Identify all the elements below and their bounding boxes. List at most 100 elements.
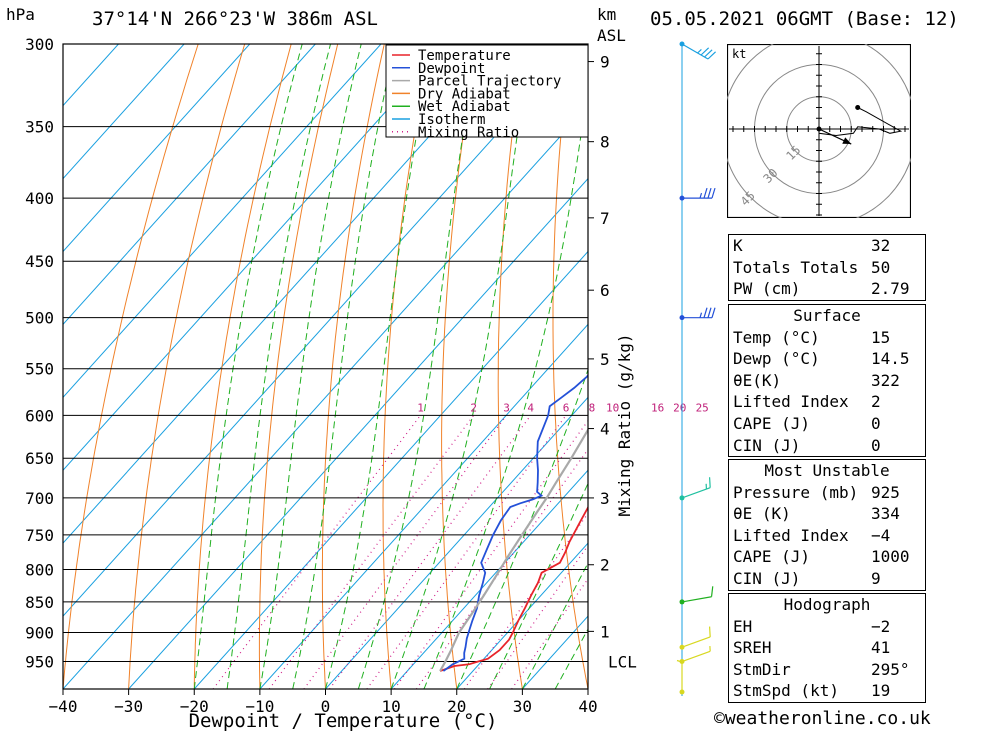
wind-barb: [681, 626, 711, 648]
wet-adiabat-line: [193, 44, 303, 689]
mixing-ratio-label: 10: [606, 401, 619, 414]
isotherm-line: [63, 44, 119, 107]
storm-speed-row: StmSpd (kt) 19: [733, 681, 891, 701]
x-tick-label: 0: [321, 697, 331, 716]
x-tick-label: 20: [447, 697, 466, 716]
most-unstable-table: Most Unstable Pressure (mb) 925 θE (K) 334…: [728, 459, 926, 591]
mixing-ratio-label: 6: [563, 401, 570, 414]
dry-adiabat-line: [63, 44, 199, 689]
wind-barb: [681, 477, 711, 499]
pressure-tick-label: 400: [25, 189, 54, 208]
hodograph-trace: [818, 107, 903, 137]
x-tick-label: 30: [513, 697, 532, 716]
pressure-tick-label: 800: [25, 560, 54, 579]
pressure-tick-label: 650: [25, 449, 54, 468]
wind-barb: [681, 646, 711, 663]
wind-barb-flag: [707, 51, 716, 60]
storm-direction-row: StmDir 295°: [733, 659, 910, 679]
wet-adiabat-line: [292, 44, 396, 689]
mixing-ratio-line: [415, 448, 588, 689]
wind-barb-half-flag: [676, 659, 683, 663]
storm-motion-arrowhead: [842, 137, 852, 145]
isotherm-line: [325, 396, 588, 689]
sreh-row: SREH 41: [733, 638, 891, 658]
surface-title: Surface: [793, 306, 861, 325]
wind-barb-flag: [710, 586, 714, 597]
mixing-ratio-label: 16: [651, 401, 664, 414]
surface-temp-row: Temp (°C) 15: [733, 327, 891, 347]
wet-adiabat-line: [226, 44, 331, 689]
legend-label: Temperature: [418, 48, 511, 64]
surface-table: Surface Temp (°C) 15 Dewp (°C) 14.5 θE(K) 3…: [728, 304, 926, 458]
km-unit-label: km: [597, 5, 617, 24]
isotherm-line: [63, 104, 588, 689]
wet-adiabat-line: [357, 44, 479, 689]
wind-barb: [676, 659, 683, 692]
pressure-tick-label: 300: [25, 35, 54, 54]
mu-li-row: Lifted Index −4: [733, 525, 891, 545]
location-title: 37°14'N 266°23'W 386m ASL: [92, 8, 378, 30]
pressure-tick-label: 350: [25, 118, 54, 137]
wind-barb-half-flag: [699, 312, 703, 318]
wind-barb-flag: [711, 187, 716, 199]
km-tick-label: 1: [600, 622, 610, 641]
surface-theta-row: θE(K) 322: [733, 370, 900, 390]
k-index-row: K 32: [733, 236, 891, 255]
wind-barb-flag: [711, 307, 716, 318]
surface-cin-row: CIN (J) 0: [733, 435, 881, 455]
legend-label: Isotherm: [418, 112, 485, 128]
x-tick-label: −40: [49, 697, 78, 716]
isotherm-line: [128, 177, 588, 689]
mixing-ratio-label: 3: [503, 401, 510, 414]
pressure-tick-label: 700: [25, 489, 54, 508]
mixing-ratio-label: 8: [589, 401, 596, 414]
asl-unit-label: ASL: [597, 26, 626, 45]
mixing-ratio-line: [394, 419, 588, 689]
wind-barb-staff: [681, 43, 709, 60]
mixing-ratio-label: 4: [527, 401, 534, 414]
isotherm-line: [63, 44, 316, 326]
lcl-label: LCL: [608, 653, 637, 672]
hodograph-table: Hodograph EH −2 SREH 41 StmDir 295° StmSpd …: [728, 593, 926, 703]
wind-barb-staff: [681, 636, 711, 648]
mu-theta-row: θE (K) 334: [733, 504, 900, 524]
wind-barb-half-flag: [699, 192, 703, 199]
wet-adiabat-line: [259, 44, 362, 689]
dewpoint-line: [442, 373, 588, 672]
wind-barb-half-flag: [697, 48, 702, 54]
mixing-ratio-line: [303, 414, 507, 689]
legend-label: Parcel Trajectory: [418, 74, 561, 90]
km-tick-label: 3: [600, 489, 610, 508]
wind-barb-flag: [708, 477, 711, 488]
legend-label: Wet Adiabat: [418, 99, 511, 115]
wind-barb-staff: [681, 650, 711, 663]
x-tick-label: −20: [180, 697, 209, 716]
mixing-ratio-label: 1: [417, 401, 424, 414]
wind-barb-flag: [700, 47, 710, 56]
legend-label: Dewpoint: [418, 61, 485, 77]
wind-barb-flag: [708, 626, 711, 638]
pressure-tick-label: 600: [25, 406, 54, 425]
mu-cape-row: CAPE (J) 1000: [733, 547, 910, 567]
hodograph-end-dot: [855, 105, 861, 110]
credit-link[interactable]: ©weatheronline.co.uk: [714, 708, 931, 729]
km-tick-label: 4: [600, 420, 610, 439]
pressure-tick-label: 450: [25, 252, 54, 271]
wind-barb-flag: [703, 187, 708, 199]
mixing-ratio-line: [511, 577, 588, 689]
pressure-tick-label: 500: [25, 309, 54, 328]
wind-barb: [681, 586, 714, 603]
wind-barb-flag: [704, 49, 713, 58]
isotherm-line: [456, 542, 588, 689]
dry-adiabat-line: [258, 44, 339, 689]
isotherm-line: [259, 323, 588, 689]
mu-pressure-row: Pressure (mb) 925: [733, 482, 900, 502]
totals-totals-row: Totals Totals 50: [733, 257, 891, 277]
legend-label: Mixing Ratio: [418, 125, 519, 141]
dry-adiabat-line: [658, 44, 720, 689]
km-tick-label: 9: [600, 53, 610, 72]
surface-dewp-row: Dewp (°C) 14.5: [733, 349, 910, 369]
x-tick-label: −10: [245, 697, 274, 716]
